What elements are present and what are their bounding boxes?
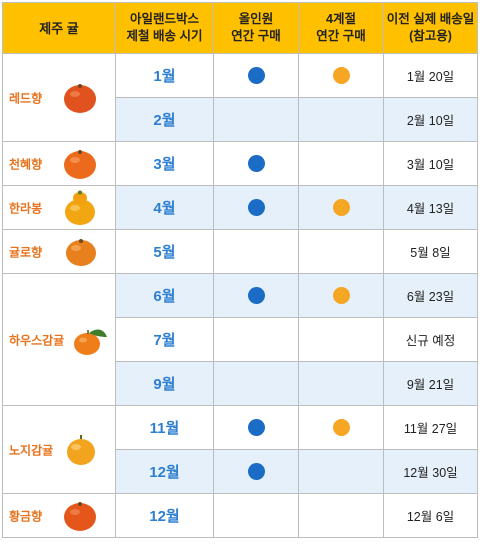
header-season-shipping: 아일랜드박스 제철 배송 시기 [115, 2, 214, 54]
tangerine-with-leaf-icon [74, 329, 107, 355]
table-row: 황금향 12월 12월 6일 [2, 493, 478, 538]
previous-date: 4월 13일 [406, 201, 455, 216]
product-name: 황금향 [9, 509, 43, 523]
month-label: 1월 [153, 68, 176, 85]
table-row: 7월 신규 예정 [3, 317, 478, 362]
table-row: 2월 2월 10일 [3, 97, 478, 142]
product-name: 노지감귤 [9, 443, 54, 457]
product-name: 레드향 [9, 91, 43, 105]
previous-date: 신규 예정 [405, 333, 456, 348]
product-cell-hallabong: 한라봉 [2, 185, 116, 230]
previous-date: 1월 20일 [406, 69, 455, 84]
product-name: 귤로향 [9, 245, 43, 259]
month-label: 4월 [153, 200, 176, 217]
month-label: 11월 [149, 420, 180, 437]
header-four-season: 4계절 연간 구매 [298, 2, 384, 54]
product-cell-gyullohyang: 귤로향 [2, 229, 116, 274]
product-name: 하우스감귤 [9, 333, 65, 347]
header-allinone: 올인원 연간 구매 [213, 2, 299, 54]
four-season-dot [332, 66, 350, 84]
month-label: 12월 [149, 508, 180, 525]
table-header-row: 제주 귤 아일랜드박스 제철 배송 시기 올인원 연간 구매 4계절 연간 구매 이전… [2, 2, 478, 54]
previous-date: 11월 27일 [403, 421, 458, 436]
month-label: 2월 [153, 112, 176, 129]
allinone-dot [247, 198, 265, 216]
product-cell-house-gamgyul: 하우스감귤 [2, 273, 116, 406]
table-row: 하우스감귤 6월 6월 23일 [2, 273, 478, 406]
orange-fruit-icon [64, 83, 96, 113]
previous-date: 12월 6일 [406, 509, 455, 524]
previous-date: 6월 23일 [406, 289, 455, 304]
allinone-dot [247, 462, 265, 480]
product-cell-hwanggeumhyang: 황금향 [2, 493, 116, 538]
four-season-dot [332, 418, 350, 436]
header-product: 제주 귤 [2, 2, 116, 54]
product-cell-noji-gamgyul: 노지감귤 [2, 405, 116, 494]
product-name: 한라봉 [9, 201, 43, 215]
table-row: 한라봉 4월 4월 13일 [2, 185, 478, 230]
previous-date: 2월 10일 [406, 113, 455, 128]
tangerine-icon [67, 434, 95, 465]
product-cell-cheonhyehyang: 천혜향 [2, 141, 116, 186]
month-label: 9월 [153, 376, 176, 393]
allinone-dot [247, 66, 265, 84]
table-row: 노지감귤 11월 11월 27일 [2, 405, 478, 494]
previous-date: 3월 10일 [406, 157, 455, 172]
month-label: 7월 [153, 332, 176, 349]
shipping-schedule-table: 제주 귤 아일랜드박스 제철 배송 시기 올인원 연간 구매 4계절 연간 구매 이전… [2, 2, 478, 538]
month-label: 5월 [153, 244, 176, 261]
month-label: 3월 [153, 156, 176, 173]
table-row: 천혜향 3월 3월 10일 [2, 141, 478, 186]
allinone-dot [247, 418, 265, 436]
previous-date: 9월 21일 [406, 377, 455, 392]
hallabong-fruit-icon [65, 190, 95, 225]
month-label: 6월 [153, 288, 176, 305]
orange-fruit-icon [64, 501, 96, 531]
orange-fruit-icon [64, 149, 96, 179]
table-row: 귤로향 5월 5월 8일 [2, 229, 478, 274]
table-row: 레드향 1월 1월 20일 [2, 53, 478, 142]
table-row: 9월 9월 21일 [3, 361, 478, 406]
allinone-dot [247, 154, 265, 172]
previous-date: 5월 8일 [410, 245, 451, 260]
product-name: 천혜향 [9, 157, 43, 171]
orange-fruit-icon [66, 238, 96, 266]
previous-date: 12월 30일 [403, 465, 458, 480]
four-season-dot [332, 286, 350, 304]
table-row: 12월 12월 30일 [3, 449, 478, 494]
allinone-dot [247, 286, 265, 304]
header-previous-date: 이전 실제 배송일 (참고용) [383, 2, 478, 54]
product-cell-redhyang: 레드향 [2, 53, 116, 142]
four-season-dot [332, 198, 350, 216]
month-label: 12월 [149, 464, 180, 481]
